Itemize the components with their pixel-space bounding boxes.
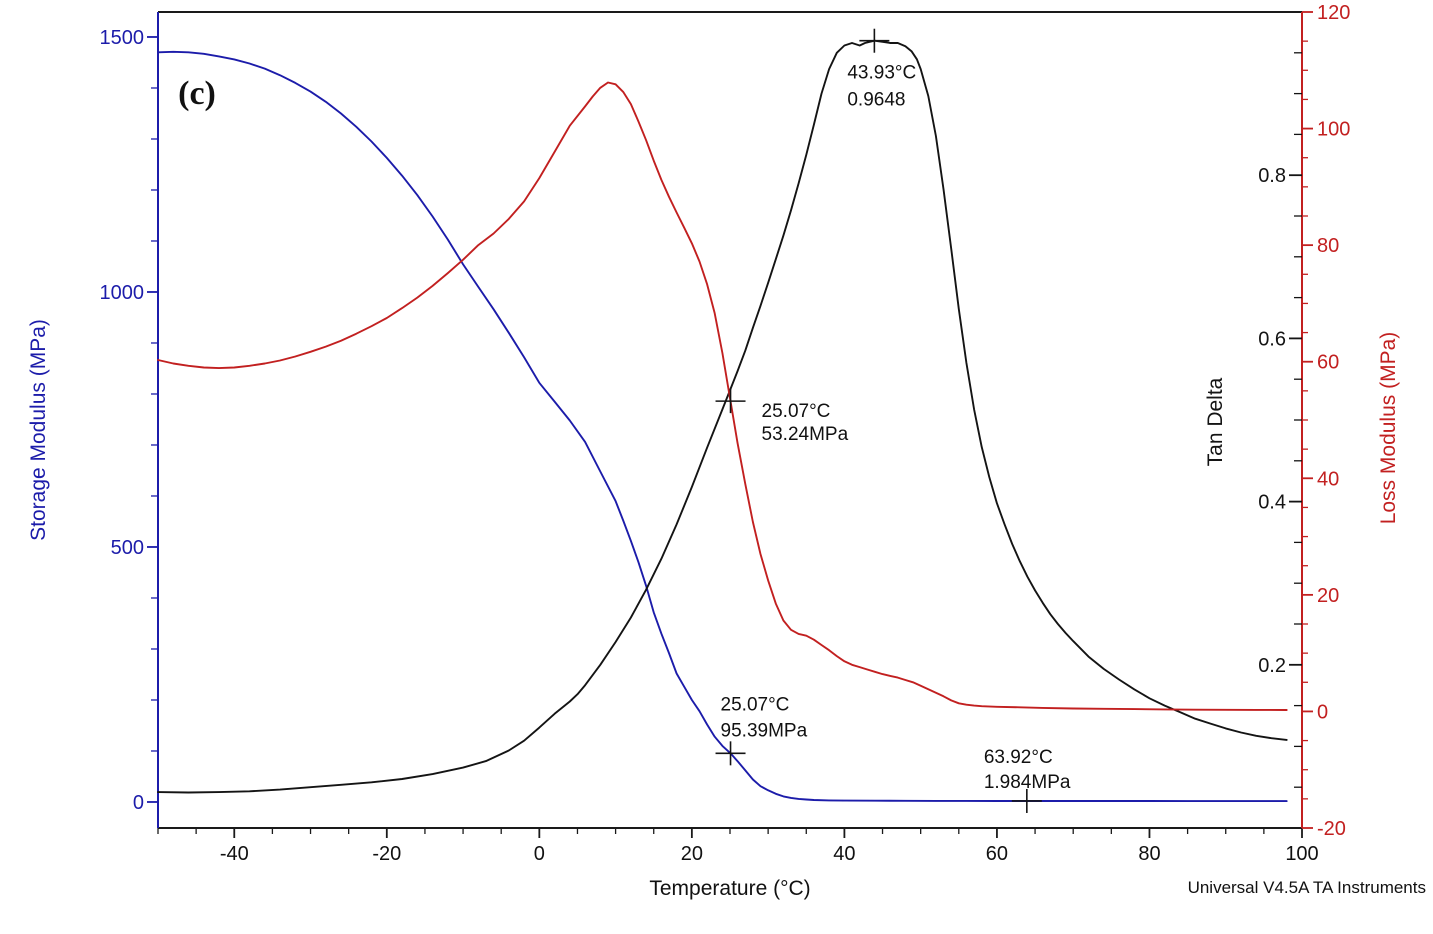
annotation-label: 63.92°C [984,747,1053,768]
loss-tick-label: 100 [1317,119,1350,141]
loss-tick-label: 20 [1317,585,1339,607]
x-axis-tick-label: 100 [1285,843,1318,865]
storage-tick-label: 500 [111,537,144,559]
loss-tick-label: 120 [1317,2,1350,24]
loss-axis-title: Loss Modulus (MPa) [1377,332,1400,525]
storage-tick-label: 1500 [100,27,145,49]
x-axis-tick-label: 60 [986,843,1008,865]
annotation-label: 25.07°C [762,401,831,422]
annotation-label: 53.24MPa [762,424,849,445]
tan-tick-label: 0.2 [1258,655,1286,677]
tan-tick-label: 0.6 [1258,328,1286,350]
curve-tan-delta [157,39,1288,794]
figure-panel-label: (c) [178,75,216,112]
loss-tick-label: 0 [1317,701,1328,723]
chart-layer: -40 -20 0 20 40 60 80 1000500100015000.20.40.60… [100,2,1351,865]
loss-tick-label: -20 [1317,818,1346,840]
tan-delta-axis-title: Tan Delta [1204,377,1227,466]
curve-storage-modulus [157,50,1288,803]
x-axis-tick-label: 0 [534,843,545,865]
loss-tick-label: 80 [1317,235,1339,257]
tan-tick-label: 0.8 [1258,165,1286,187]
x-axis-tick-label: 20 [681,843,703,865]
tan-tick-label: 0.4 [1258,492,1286,514]
annotation-label: 43.93°C [847,63,916,84]
storage-tick-label: 1000 [100,282,145,304]
annotation-label: 0.9648 [847,90,905,111]
storage-axis-title: Storage Modulus (MPa) [27,319,50,541]
loss-tick-label: 60 [1317,352,1339,374]
x-axis-tick-label: 40 [833,843,855,865]
annotation-label: 95.39MPa [721,720,808,741]
loss-tick-label: 40 [1317,468,1339,490]
software-credit: Universal V4.5A TA Instruments [1188,878,1426,897]
storage-tick-label: 0 [133,792,144,814]
x-axis-tick-label: 80 [1138,843,1160,865]
annotation-label: 1.984MPa [984,772,1071,793]
x-axis-title: Temperature (°C) [649,877,810,900]
curve-loss-modulus [157,81,1288,711]
x-axis-tick-label: -20 [372,843,401,865]
x-axis-tick-label: -40 [220,843,249,865]
annotation-label: 25.07°C [721,694,790,715]
